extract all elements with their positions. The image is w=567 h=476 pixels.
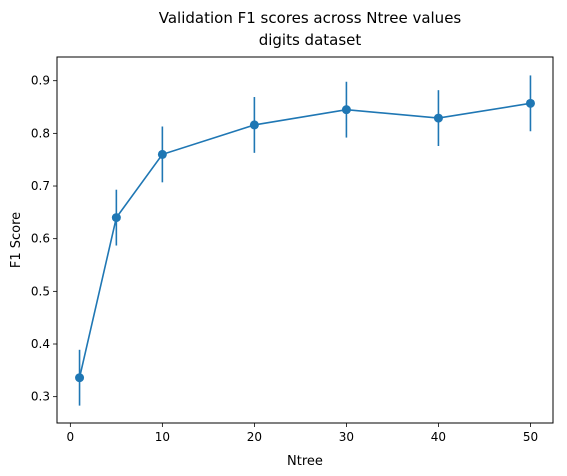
series-line bbox=[78, 102, 531, 378]
x-tick-label: 50 bbox=[523, 430, 538, 444]
x-tick-label: 20 bbox=[247, 430, 262, 444]
y-tick-label: 0.4 bbox=[31, 337, 50, 351]
data-point bbox=[75, 373, 85, 383]
x-tick-label: 0 bbox=[67, 430, 75, 444]
y-tick-label: 0.6 bbox=[31, 232, 50, 246]
x-tick-label: 10 bbox=[155, 430, 170, 444]
axes: 0 10 20 30 40 50 0.3 0.4 0.5 0.6 0.7 0.8 0.9 bbox=[31, 74, 538, 444]
y-tick-label: 0.7 bbox=[31, 179, 50, 193]
chart-subtitle: digits dataset bbox=[259, 31, 362, 49]
y-tick-label: 0.8 bbox=[31, 126, 50, 140]
data-point bbox=[249, 120, 259, 130]
data-point bbox=[341, 105, 351, 115]
plot-area bbox=[75, 75, 535, 406]
y-tick-label: 0.9 bbox=[31, 74, 50, 88]
data-point bbox=[525, 98, 535, 108]
data-point bbox=[157, 149, 167, 159]
plot-frame bbox=[56, 56, 554, 424]
x-tick-label: 30 bbox=[339, 430, 354, 444]
data-point bbox=[111, 213, 121, 223]
y-tick-label: 0.5 bbox=[31, 284, 50, 298]
y-axis-label: F1 Score bbox=[9, 212, 24, 268]
data-point bbox=[433, 113, 443, 123]
x-axis-label: Ntree bbox=[287, 454, 323, 469]
chart-title: Validation F1 scores across Ntree values bbox=[159, 9, 462, 27]
y-tick-label: 0.3 bbox=[31, 390, 50, 404]
x-tick-label: 40 bbox=[431, 430, 446, 444]
